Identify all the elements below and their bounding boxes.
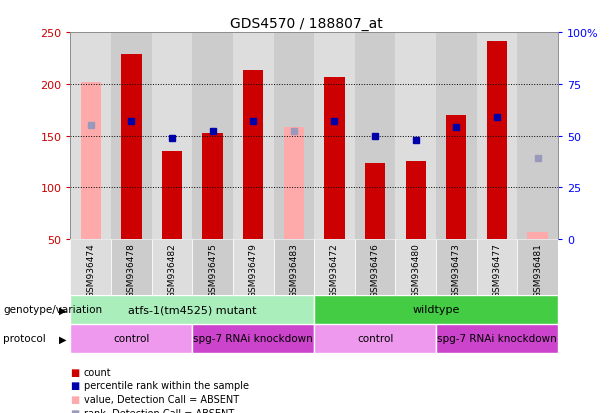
Bar <box>111 33 151 240</box>
Bar <box>233 240 273 295</box>
Bar <box>517 240 558 295</box>
Bar <box>365 163 385 240</box>
Text: GSM936475: GSM936475 <box>208 242 217 297</box>
Bar <box>70 33 111 240</box>
Text: ▶: ▶ <box>59 305 66 315</box>
Bar <box>192 33 233 240</box>
Text: count: count <box>84 367 112 377</box>
Bar <box>314 324 436 353</box>
Bar <box>121 55 142 240</box>
Bar <box>152 240 192 295</box>
Bar <box>477 240 517 295</box>
Text: rank, Detection Call = ABSENT: rank, Detection Call = ABSENT <box>84 408 234 413</box>
Bar <box>273 33 314 240</box>
Bar <box>436 33 477 240</box>
Bar <box>436 240 477 295</box>
Bar <box>243 71 264 240</box>
Text: GSM936472: GSM936472 <box>330 242 339 297</box>
Bar <box>446 116 466 240</box>
Text: ▶: ▶ <box>59 334 66 344</box>
Bar <box>314 295 558 324</box>
Text: GSM936483: GSM936483 <box>289 242 299 297</box>
Bar <box>111 240 151 295</box>
Text: GSM936477: GSM936477 <box>492 242 501 297</box>
Text: percentile rank within the sample: percentile rank within the sample <box>84 380 249 390</box>
Bar <box>233 33 273 240</box>
Text: ■: ■ <box>70 367 80 377</box>
Bar <box>527 232 547 240</box>
Text: wildtype: wildtype <box>413 305 460 315</box>
Bar <box>436 324 558 353</box>
Text: spg-7 RNAi knockdown: spg-7 RNAi knockdown <box>437 334 557 344</box>
Bar <box>355 33 395 240</box>
Bar <box>314 240 355 295</box>
Text: control: control <box>113 334 150 344</box>
Bar <box>395 240 436 295</box>
Text: GSM936473: GSM936473 <box>452 242 461 297</box>
Bar <box>477 33 517 240</box>
Text: ■: ■ <box>70 408 80 413</box>
Bar <box>355 240 395 295</box>
Text: ■: ■ <box>70 380 80 390</box>
Bar <box>81 83 101 240</box>
Bar <box>152 33 192 240</box>
Bar <box>162 152 182 240</box>
Text: GSM936478: GSM936478 <box>127 242 136 297</box>
Bar <box>487 43 507 240</box>
Bar <box>70 240 111 295</box>
Text: value, Detection Call = ABSENT: value, Detection Call = ABSENT <box>84 394 239 404</box>
Bar <box>517 33 558 240</box>
Bar <box>202 133 223 240</box>
Bar <box>284 128 304 240</box>
Text: atfs-1(tm4525) mutant: atfs-1(tm4525) mutant <box>128 305 257 315</box>
Text: GDS4570 / 188807_at: GDS4570 / 188807_at <box>230 17 383 31</box>
Text: GSM936476: GSM936476 <box>371 242 379 297</box>
Text: GSM936474: GSM936474 <box>86 242 95 297</box>
Text: GSM936479: GSM936479 <box>249 242 257 297</box>
Bar <box>273 240 314 295</box>
Text: control: control <box>357 334 394 344</box>
Text: ■: ■ <box>70 394 80 404</box>
Bar <box>324 78 345 240</box>
Bar <box>314 33 355 240</box>
Text: spg-7 RNAi knockdown: spg-7 RNAi knockdown <box>193 334 313 344</box>
Bar <box>192 240 233 295</box>
Bar <box>395 33 436 240</box>
Text: GSM936482: GSM936482 <box>167 242 177 297</box>
Text: genotype/variation: genotype/variation <box>3 305 102 315</box>
Text: GSM936481: GSM936481 <box>533 242 542 297</box>
Text: GSM936480: GSM936480 <box>411 242 420 297</box>
Bar <box>70 295 314 324</box>
Bar <box>70 324 192 353</box>
Text: protocol: protocol <box>3 334 46 344</box>
Bar <box>406 162 426 240</box>
Bar <box>192 324 314 353</box>
